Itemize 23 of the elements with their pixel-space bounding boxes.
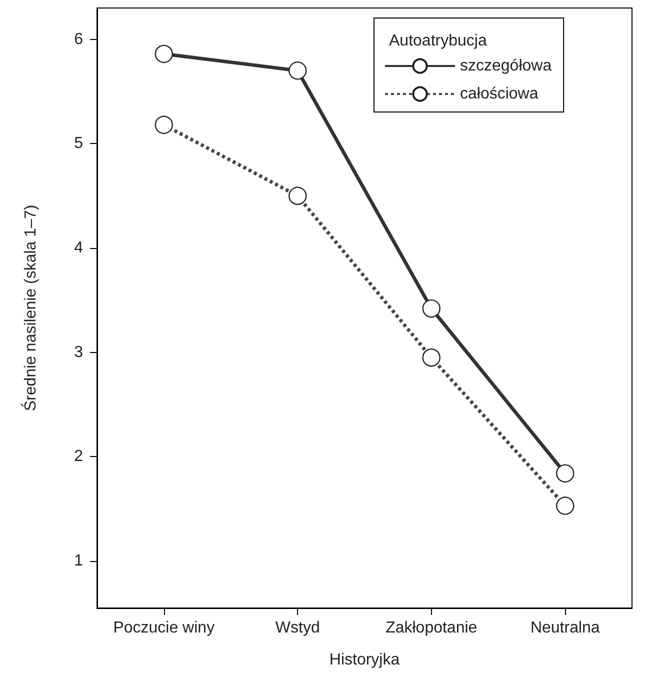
x-axis-title: Historyjka xyxy=(329,652,400,668)
point xyxy=(154,44,173,64)
legend-label: całościowa xyxy=(460,86,538,102)
x-tick-label: Wstyd xyxy=(275,620,320,636)
y-tick-label: 6 xyxy=(74,30,84,48)
x-tick-label: Zakłopotanie xyxy=(386,620,478,636)
point xyxy=(556,496,574,515)
point xyxy=(288,186,307,205)
y-tick-label: 5 xyxy=(74,135,84,152)
y-tick-label: 3 xyxy=(74,344,84,361)
legend-title: Autoatrybucja xyxy=(389,32,487,50)
y-tick-label: 1 xyxy=(74,552,84,570)
y-axis-title: Średnie nasilenie (skala 1–7) xyxy=(20,204,40,412)
point xyxy=(422,348,440,367)
x-tick-label: Neutralna xyxy=(530,620,600,636)
y-tick-label: 2 xyxy=(74,448,84,466)
x-tick-label: Poczucie winy xyxy=(113,620,215,636)
point xyxy=(288,62,307,80)
point xyxy=(556,464,574,482)
legend-label: szczegółowa xyxy=(460,58,552,74)
point xyxy=(154,116,173,134)
y-tick-label: 4 xyxy=(74,240,84,256)
point xyxy=(422,299,440,318)
